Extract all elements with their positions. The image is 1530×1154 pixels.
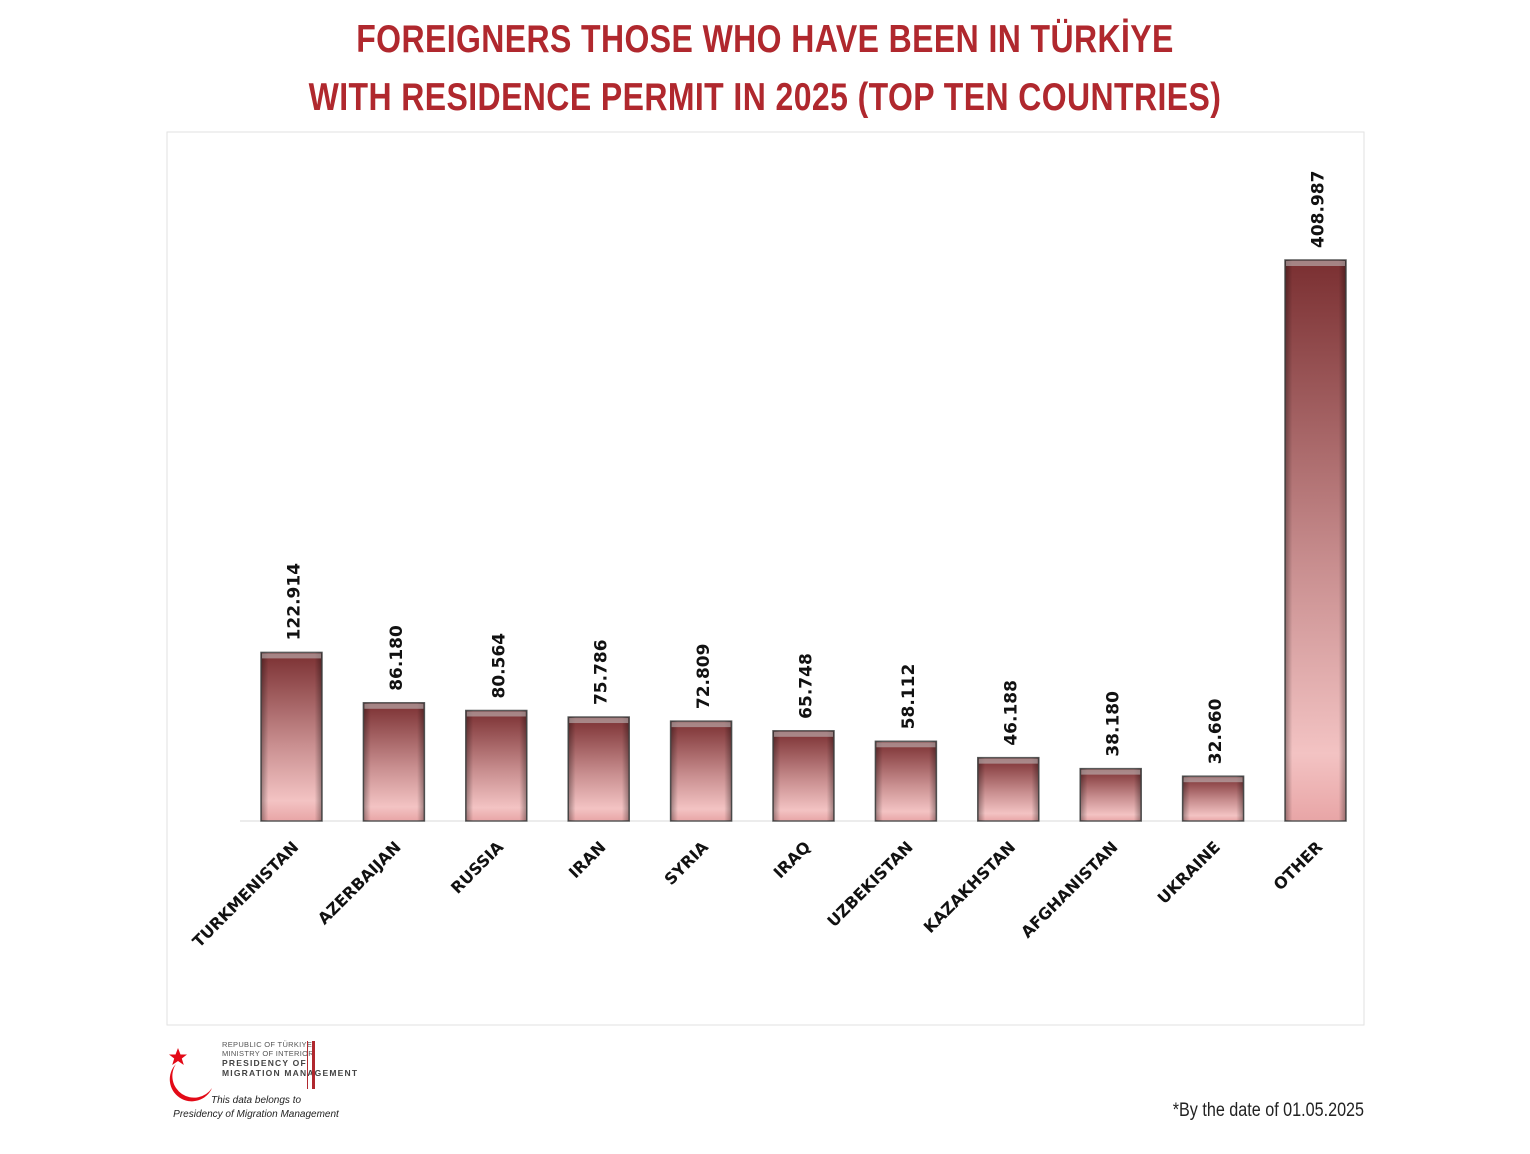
bar-cap-turkmenistan <box>262 653 321 659</box>
data-ownership-note: This data belongs to Presidency of Migra… <box>166 1094 346 1122</box>
logo-line-2: MINISTRY OF INTERIOR <box>222 1049 314 1058</box>
value-label-ukraine: 32.660 <box>1206 698 1226 764</box>
bar-cap-ukraine <box>1183 777 1243 783</box>
value-label-turkmenistan: 122.914 <box>285 563 305 641</box>
value-label-other: 408.987 <box>1309 171 1329 248</box>
bar-cap-other <box>1286 261 1345 266</box>
belongs-line-1: This data belongs to <box>210 1095 302 1106</box>
logo-text: REPUBLIC OF TÜRKIYE MINISTRY OF INTERIOR… <box>222 1040 358 1078</box>
logo-line-4: MIGRATION MANAGEMENT <box>222 1068 359 1078</box>
chart-title-line-2: WITH RESIDENCE PERMIT IN 2025 (TOP TEN C… <box>308 76 1222 119</box>
value-label-russia: 80.564 <box>489 633 509 699</box>
date-note: *By the date of 01.05.2025 <box>1172 1100 1364 1121</box>
bar-shade-other <box>1285 260 1346 821</box>
bar-cap-uzbekistan <box>876 742 936 748</box>
value-label-iraq: 65.748 <box>797 653 817 719</box>
bar-cap-russia <box>466 711 526 717</box>
bar-shade-azerbaijan <box>363 702 425 821</box>
crescent-star-icon <box>169 1048 212 1102</box>
belongs-line-2: Presidency of Migration Management <box>173 1109 339 1120</box>
bar-shade-uzbekistan <box>875 741 937 821</box>
bar-shade-iraq <box>773 730 834 821</box>
bar-cap-iran <box>569 718 629 724</box>
value-label-kazakhstan: 46.188 <box>1001 680 1021 746</box>
logo-divider-thin <box>307 1041 308 1089</box>
plot-area-frame <box>166 131 1365 1026</box>
bar-shade-kazakhstan <box>977 757 1039 821</box>
value-label-uzbekistan: 58.112 <box>899 664 919 730</box>
logo-line-1: REPUBLIC OF TÜRKIYE <box>222 1040 313 1049</box>
bar-shade-russia <box>465 710 527 821</box>
bar-cap-syria <box>671 722 731 728</box>
bar-shade-ukraine <box>1182 776 1244 821</box>
logo-divider <box>312 1041 315 1089</box>
bar-shade-syria <box>670 721 732 821</box>
bar-cap-iraq <box>774 731 833 737</box>
bar-shade-iran <box>568 717 630 821</box>
logo-line-3: PRESIDENCY OF <box>222 1058 307 1068</box>
value-label-afghanistan: 38.180 <box>1104 691 1124 757</box>
bar-shade-afghanistan <box>1080 768 1142 821</box>
value-label-iran: 75.786 <box>592 639 612 705</box>
bar-shade-turkmenistan <box>261 652 322 821</box>
bar-cap-kazakhstan <box>978 758 1038 764</box>
chart-title-line-1: FOREIGNERS THOSE WHO HAVE BEEN IN TÜRKİY… <box>356 18 1174 61</box>
bar-cap-afghanistan <box>1081 769 1141 775</box>
value-label-azerbaijan: 86.180 <box>387 625 407 691</box>
bar-cap-azerbaijan <box>364 703 424 709</box>
value-label-syria: 72.809 <box>694 644 714 710</box>
ministry-logo <box>166 1038 336 1128</box>
